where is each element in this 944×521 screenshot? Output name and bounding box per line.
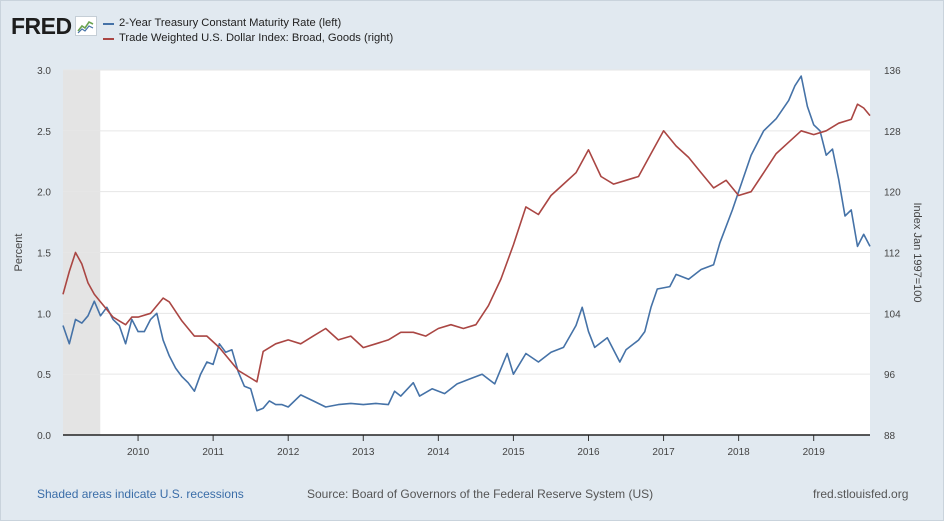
- y-left-tick-label: 0.5: [37, 370, 51, 381]
- legend-item-dollar-index[interactable]: Trade Weighted U.S. Dollar Index: Broad,…: [103, 31, 393, 46]
- chart-svg: 0.0 0.5 1.0 1.5 2.0 2.5 3.0 88 96 104 112 120 128 136…: [13, 66, 923, 458]
- logo-text: FRED: [11, 12, 72, 39]
- chart-legend: 2-Year Treasury Constant Maturity Rate (…: [103, 16, 393, 46]
- x-tick-label: 2019: [803, 447, 826, 458]
- y-right-tick-label: 112: [884, 249, 900, 260]
- y-left-tick-label: 1.0: [37, 309, 51, 320]
- y-right-tick-label: 96: [884, 370, 896, 381]
- legend-swatch-dollar-index: [103, 37, 114, 40]
- legend-label-treasury: 2-Year Treasury Constant Maturity Rate (…: [119, 17, 342, 29]
- x-tick-label: 2011: [202, 447, 224, 458]
- legend-item-treasury[interactable]: 2-Year Treasury Constant Maturity Rate (…: [103, 16, 393, 31]
- legend-label-dollar-index: Trade Weighted U.S. Dollar Index: Broad,…: [119, 32, 394, 44]
- x-tick-label: 2013: [352, 447, 375, 458]
- source-note: Source: Board of Governors of the Federa…: [307, 487, 654, 501]
- y-left-tick-label: 2.0: [37, 188, 51, 199]
- y-right-tick-label: 104: [884, 309, 901, 320]
- y-right-axis-title: Index Jan 1997=100: [911, 202, 923, 302]
- x-tick-label: 2010: [127, 447, 150, 458]
- recession-note: Shaded areas indicate U.S. recessions: [37, 487, 244, 501]
- x-tick-label: 2012: [277, 447, 300, 458]
- chart-icon: [74, 16, 97, 36]
- series-line-treasury: [62, 75, 871, 412]
- y-right-tick-label: 128: [884, 127, 901, 138]
- fred-logo[interactable]: FRED: [11, 11, 97, 41]
- y-right-tick-label: 88: [884, 431, 896, 442]
- x-tick-label: 2018: [728, 447, 751, 458]
- y-left-axis-title: Percent: [13, 234, 25, 272]
- x-tick-label: 2016: [577, 447, 600, 458]
- y-right-tick-label: 120: [884, 188, 901, 199]
- y-left-tick-label: 0.0: [37, 431, 51, 442]
- legend-swatch-treasury: [103, 22, 114, 25]
- y-right-tick-label: 136: [884, 66, 901, 77]
- y-left-tick-label: 1.5: [37, 249, 51, 260]
- series-line-dollar-index: [62, 103, 871, 383]
- site-link[interactable]: fred.stlouisfed.org: [813, 487, 909, 501]
- x-tick-label: 2014: [427, 447, 450, 458]
- x-tick-label: 2015: [502, 447, 525, 458]
- x-tick-label: 2017: [652, 447, 675, 458]
- y-left-tick-label: 2.5: [37, 127, 51, 138]
- y-left-tick-label: 3.0: [37, 66, 51, 77]
